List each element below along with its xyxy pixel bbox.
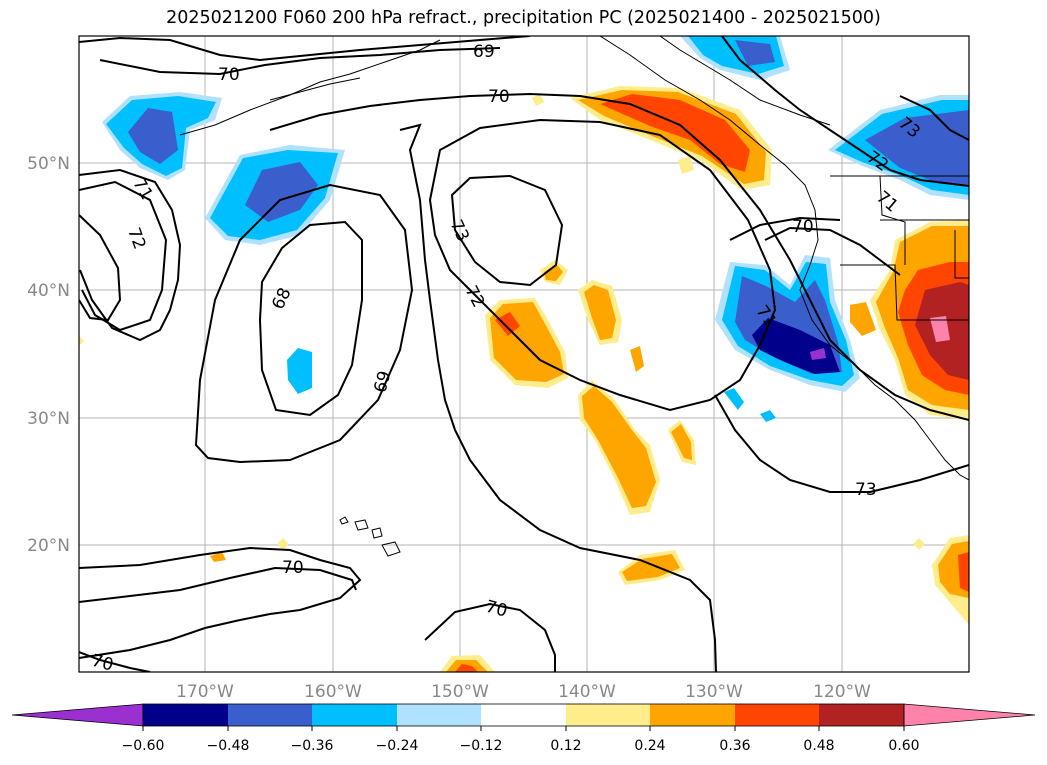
lon-label: 170°W: [176, 682, 234, 702]
refractivity-contours: [79, 36, 969, 672]
contour-label: 69: [473, 42, 495, 62]
contour-label: 70: [488, 87, 510, 107]
colorbar-segment: [397, 704, 481, 726]
colorbar-tick-label: 0.60: [888, 738, 919, 754]
colorbar-segment: [819, 704, 904, 726]
map-title: 2025021200 F060 200 hPa refract., precip…: [166, 8, 881, 28]
coastlines: [179, 36, 969, 557]
colorbar-segment: [650, 704, 735, 726]
colorbar-under-arrow: [11, 703, 144, 727]
lat-label: 50°N: [27, 154, 70, 174]
precip-negative-fill: [102, 36, 969, 422]
colorbar-tick-label: 0.12: [550, 738, 581, 754]
colorbar-tick-label: −0.36: [291, 738, 334, 754]
colorbar-tick-label: −0.60: [122, 738, 165, 754]
colorbar-segment: [312, 704, 397, 726]
lon-label: 140°W: [558, 682, 616, 702]
colorbar: −0.60 −0.48 −0.36 −0.24 −0.12 0.12 0.24 …: [11, 703, 1036, 754]
colorbar-segment: [566, 704, 650, 726]
lat-label: 20°N: [27, 536, 70, 556]
colorbar-segment: [481, 704, 566, 726]
colorbar-over-arrow: [903, 703, 1036, 727]
colorbar-tick-label: −0.24: [376, 738, 419, 754]
longitude-labels: 170°W 160°W 150°W 140°W 130°W 120°W: [176, 682, 871, 702]
colorbar-tick-label: −0.12: [460, 738, 503, 754]
colorbar-tick-label: 0.36: [719, 738, 750, 754]
colorbar-tick-label: 0.24: [634, 738, 665, 754]
lon-label: 120°W: [813, 682, 871, 702]
contour-label: 73: [855, 480, 877, 500]
precip-positive-fill: [79, 86, 969, 672]
lon-label: 160°W: [304, 682, 362, 702]
colorbar-tick-marks: [142, 726, 905, 731]
colorbar-segment: [735, 704, 819, 726]
lon-label: 130°W: [685, 682, 743, 702]
latitude-labels: 50°N 40°N 30°N 20°N: [27, 154, 70, 556]
colorbar-segment: [143, 704, 228, 726]
lat-label: 40°N: [27, 281, 70, 301]
map-frame: [78, 35, 970, 673]
contour-label: 70: [218, 65, 240, 85]
lon-label: 150°W: [431, 682, 489, 702]
contour-label: 70: [792, 217, 814, 237]
colorbar-segment: [228, 704, 312, 726]
lat-label: 30°N: [27, 409, 70, 429]
colorbar-tick-label: 0.48: [803, 738, 834, 754]
colorbar-tick-label: −0.48: [207, 738, 250, 754]
contour-label: 70: [282, 558, 304, 578]
